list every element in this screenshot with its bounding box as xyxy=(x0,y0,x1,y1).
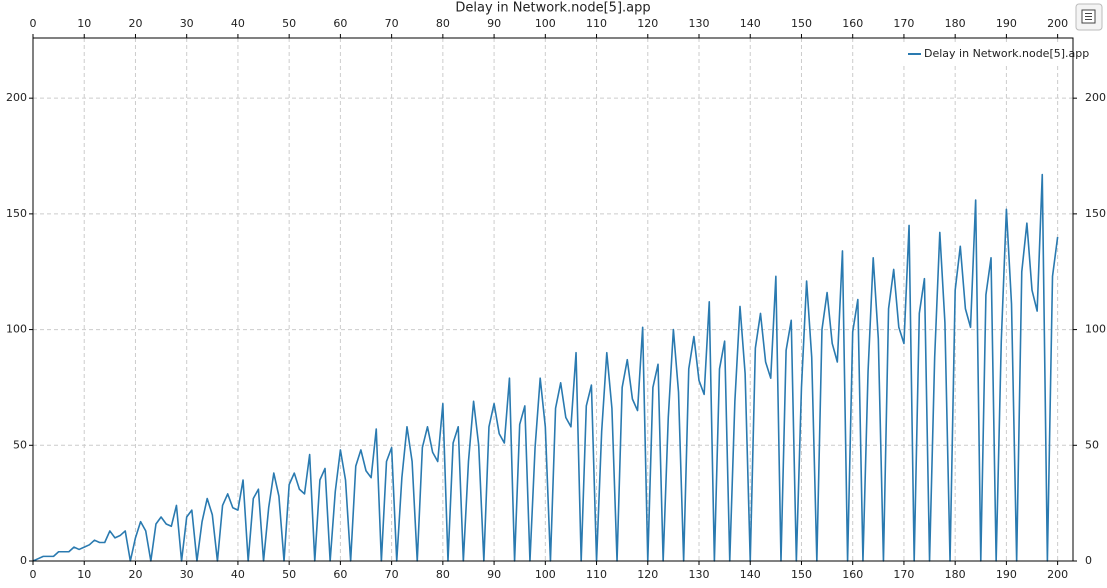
x-tick-label: 70 xyxy=(385,568,399,581)
x-tick-label: 170 xyxy=(893,568,914,581)
series-line xyxy=(32,173,1059,562)
x-tick-label-top: 190 xyxy=(996,17,1017,30)
x-tick-label-top: 180 xyxy=(945,17,966,30)
x-tick-label-top: 0 xyxy=(30,17,37,30)
x-tick-label: 40 xyxy=(231,568,245,581)
plot-frame xyxy=(32,37,1074,562)
x-tick-label: 120 xyxy=(637,568,658,581)
x-tick-label-top: 70 xyxy=(385,17,399,30)
y-tick-label: 50 xyxy=(13,438,27,451)
x-tick-label-top: 170 xyxy=(893,17,914,30)
x-tick-label-top: 20 xyxy=(128,17,142,30)
x-tick-label-top: 10 xyxy=(77,17,91,30)
x-tick-label: 190 xyxy=(996,568,1017,581)
x-tick-label: 30 xyxy=(180,568,194,581)
x-tick-label-top: 50 xyxy=(282,17,296,30)
x-tick-label-top: 100 xyxy=(535,17,556,30)
x-tick-label-top: 80 xyxy=(436,17,450,30)
y-tick-label-right: 0 xyxy=(1085,554,1092,567)
x-tick-label: 150 xyxy=(791,568,812,581)
y-tick-label-right: 100 xyxy=(1085,323,1106,336)
x-tick-label: 0 xyxy=(30,568,37,581)
x-tick-label-top: 130 xyxy=(689,17,710,30)
y-tick-label: 0 xyxy=(20,554,27,567)
x-tick-label: 60 xyxy=(333,568,347,581)
x-tick-label: 160 xyxy=(842,568,863,581)
x-tick-label-top: 150 xyxy=(791,17,812,30)
y-tick-label: 150 xyxy=(6,207,27,220)
x-tick-label-top: 120 xyxy=(637,17,658,30)
x-tick-label: 100 xyxy=(535,568,556,581)
plot xyxy=(32,173,1059,562)
chart-title: Delay in Network.node[5].app xyxy=(455,1,650,16)
y-tick-label-right: 200 xyxy=(1085,91,1106,104)
legend xyxy=(902,44,1070,64)
y-tick-label-right: 50 xyxy=(1085,438,1099,451)
x-tick-label: 140 xyxy=(740,568,761,581)
x-tick-label-top: 90 xyxy=(487,17,501,30)
x-tick-label: 180 xyxy=(945,568,966,581)
x-tick-label-top: 110 xyxy=(586,17,607,30)
x-tick-label: 20 xyxy=(128,568,142,581)
x-tick-label-top: 200 xyxy=(1047,17,1068,30)
y-tick-label: 100 xyxy=(6,323,27,336)
x-tick-label: 10 xyxy=(77,568,91,581)
x-tick-label-top: 40 xyxy=(231,17,245,30)
x-tick-label: 200 xyxy=(1047,568,1068,581)
axes: 0010102020303040405050606070708080909010… xyxy=(6,17,1106,581)
x-tick-label: 110 xyxy=(586,568,607,581)
x-tick-label-top: 30 xyxy=(180,17,194,30)
x-tick-label-top: 140 xyxy=(740,17,761,30)
x-tick-label: 80 xyxy=(436,568,450,581)
y-tick-label: 200 xyxy=(6,91,27,104)
x-tick-label-top: 160 xyxy=(842,17,863,30)
legend-label: Delay in Network.node[5].app xyxy=(924,47,1089,60)
x-tick-label-top: 60 xyxy=(333,17,347,30)
x-tick-label: 90 xyxy=(487,568,501,581)
x-tick-label: 130 xyxy=(689,568,710,581)
options-button[interactable] xyxy=(1075,3,1103,31)
x-tick-label: 50 xyxy=(282,568,296,581)
y-tick-label-right: 150 xyxy=(1085,207,1106,220)
